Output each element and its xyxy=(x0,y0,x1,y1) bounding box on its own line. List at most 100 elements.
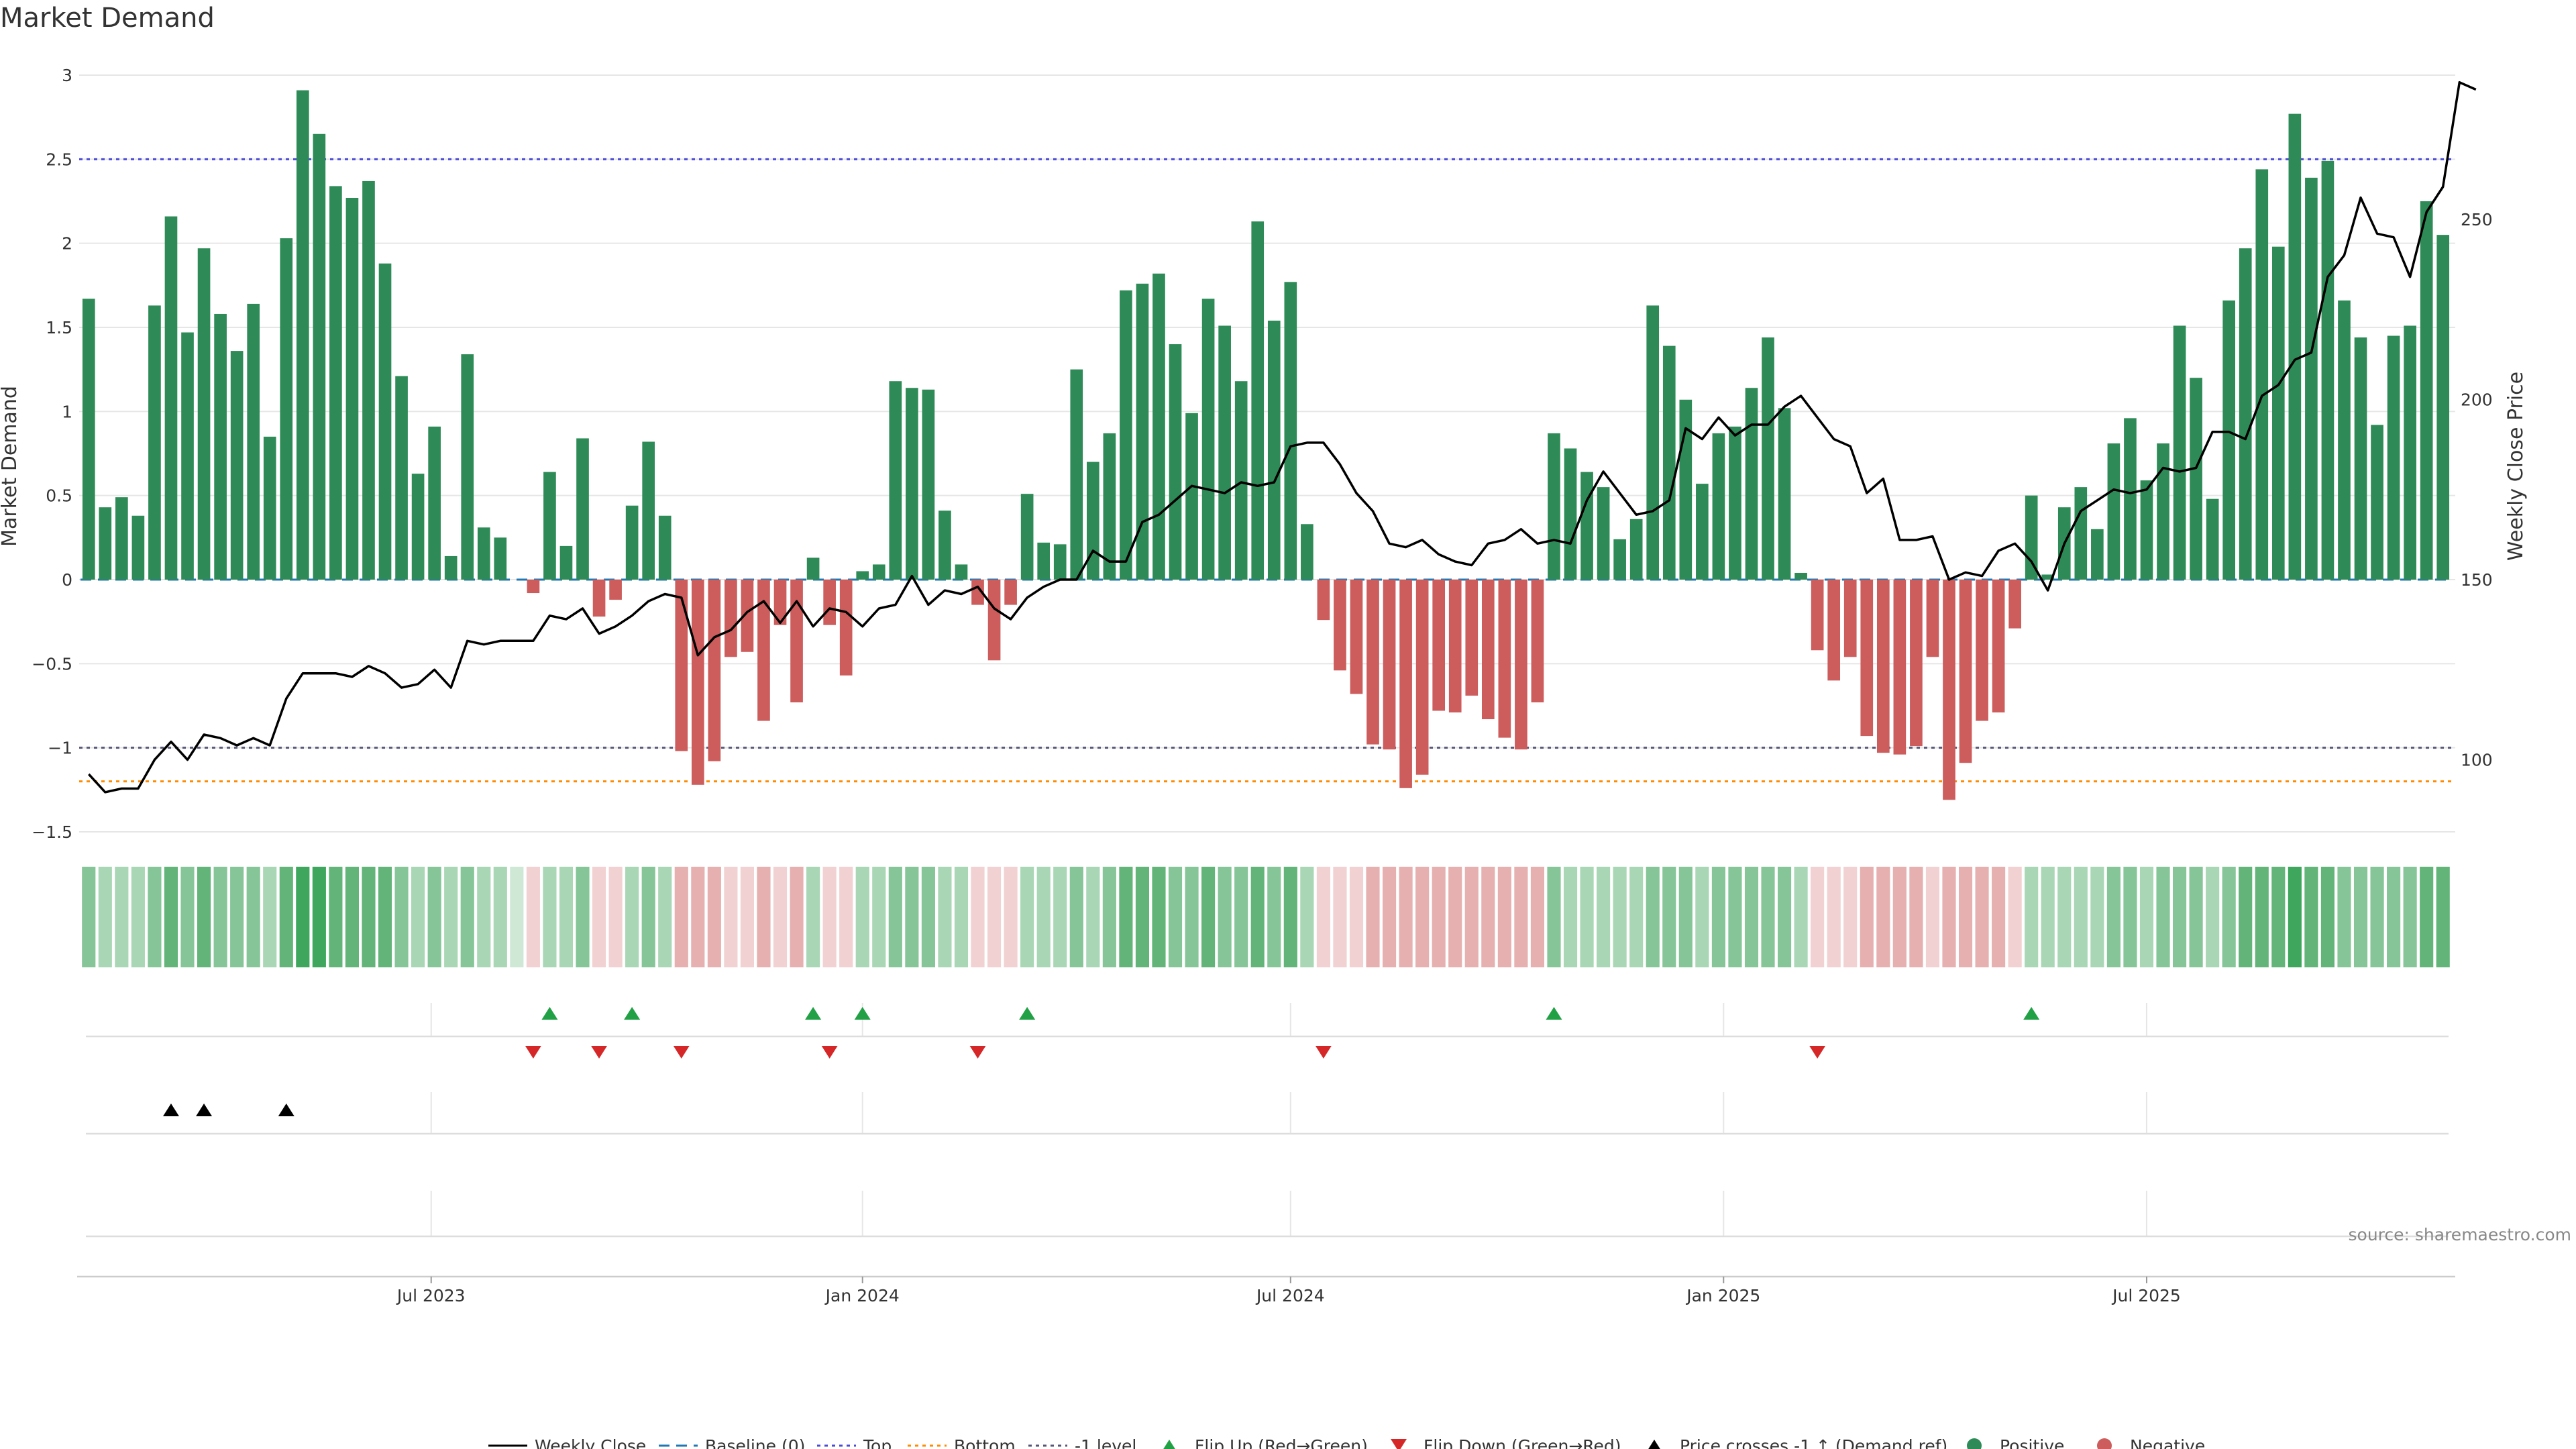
demand-bar xyxy=(181,332,194,580)
heat-strip-cell xyxy=(2123,867,2137,967)
heat-strip-cell xyxy=(1728,867,1742,967)
demand-bar xyxy=(1267,320,1281,580)
heat-strip-cell xyxy=(362,867,376,967)
demand-bar xyxy=(1729,426,1741,580)
legend-flip-up-label: Flip Up (Red→Green) xyxy=(1195,1436,1368,1449)
demand-bar xyxy=(609,580,622,600)
demand-bar xyxy=(922,389,935,580)
chart-title: Market Demand xyxy=(0,3,215,34)
demand-bar xyxy=(1120,290,1132,580)
demand-bar xyxy=(2271,246,2285,580)
heat-strip-cell xyxy=(592,867,606,967)
heat-strip-cell xyxy=(839,867,853,967)
demand-bar xyxy=(1910,580,1923,747)
heat-strip-cell xyxy=(1349,867,1364,967)
demand-bar xyxy=(2255,169,2269,580)
heat-strip-cell xyxy=(263,867,277,967)
heat-strip-cell xyxy=(1662,867,1676,967)
heat-strip-cell xyxy=(1366,867,1380,967)
demand-bar xyxy=(1712,433,1725,580)
legend-minus-one-label: -1 level xyxy=(1075,1436,1136,1449)
y-tick-label: 1 xyxy=(62,402,72,421)
weekly-close-line xyxy=(88,80,2477,794)
heat-strip-cell xyxy=(1876,867,1890,967)
demand-bar xyxy=(378,263,392,580)
heat-strip-cell xyxy=(1514,867,1528,967)
demand-bar xyxy=(148,305,161,580)
price-series xyxy=(88,80,2477,794)
heat-strip-cell xyxy=(1300,867,1314,967)
heat-strip-cell xyxy=(1234,867,1248,967)
demand-bar xyxy=(938,511,951,580)
heat-strip-cell xyxy=(1892,867,1907,967)
y-tick-label: 0 xyxy=(62,570,72,590)
heat-strip-cell xyxy=(1168,867,1183,967)
demand-bar xyxy=(1811,580,1824,651)
y-tick-label: −1.5 xyxy=(32,822,72,842)
heat-strip-cell xyxy=(477,867,491,967)
demand-bar xyxy=(99,507,112,580)
demand-bar xyxy=(1004,580,1017,605)
demand-bar xyxy=(115,497,128,580)
y-tick-label: −0.5 xyxy=(32,654,72,674)
x-tick-label: Jan 2025 xyxy=(1685,1286,1760,1305)
legend-baseline-label: Baseline (0) xyxy=(705,1436,805,1449)
reference-lines xyxy=(79,158,2455,783)
heat-strip-cell xyxy=(1432,867,1446,967)
heat-strip-cell xyxy=(1711,867,1725,967)
heat-strip-cell xyxy=(279,867,293,967)
demand-bar xyxy=(1251,221,1265,580)
heat-strip-cell xyxy=(1580,867,1594,967)
demand-bar xyxy=(1548,433,1560,580)
heat-strip-cell xyxy=(543,867,557,967)
heat-strip-cell xyxy=(2222,867,2236,967)
demand-bar xyxy=(1564,448,1577,580)
heat-strip-cell xyxy=(2271,867,2286,967)
heat-strip-cell xyxy=(1843,867,1858,967)
demand-bar xyxy=(2140,480,2153,580)
demand-bar xyxy=(494,537,507,580)
demand-bar xyxy=(1876,580,1890,753)
demand-bar xyxy=(477,527,490,580)
heat-strip-cell xyxy=(1678,867,1693,967)
heat-strip-cell xyxy=(329,867,343,967)
heat-strip-cell xyxy=(773,867,788,967)
demand-bar xyxy=(543,472,556,580)
demand-bar xyxy=(2041,574,2055,580)
y-tick-label: −1 xyxy=(48,739,72,758)
heat-strip-cell xyxy=(526,867,540,967)
heat-strip-cell xyxy=(1646,867,1660,967)
y2-axis-label: Weekly Close Price xyxy=(2504,372,2528,561)
y-tick-label: 3 xyxy=(62,66,72,85)
heat-strip-cell xyxy=(180,867,195,967)
heat-strip-cell xyxy=(658,867,672,967)
demand-bar xyxy=(1613,539,1626,580)
demand-bar xyxy=(2173,325,2186,580)
heat-strip-cell xyxy=(2041,867,2055,967)
heat-strip-cell xyxy=(460,867,474,967)
heat-strip-cell xyxy=(213,867,227,967)
heat-strip-cell xyxy=(2008,867,2022,967)
heat-strip-cell xyxy=(1695,867,1709,967)
price-cross-marker xyxy=(278,1104,294,1116)
demand-bar xyxy=(296,90,309,580)
demand-bar xyxy=(131,515,145,580)
demand-bar xyxy=(2387,335,2400,580)
heat-strip-cell xyxy=(740,867,754,967)
flip-up-marker xyxy=(541,1007,558,1020)
demand-bar xyxy=(1498,580,1511,738)
heat-strip-cell xyxy=(1597,867,1611,967)
heat-strip-cell xyxy=(1481,867,1495,967)
demand-bar xyxy=(806,557,820,580)
heat-strip-cell xyxy=(674,867,688,967)
demand-bar xyxy=(2157,443,2169,580)
demand-bar xyxy=(2436,235,2450,580)
demand-bar xyxy=(741,580,754,652)
heat-strip-cell xyxy=(987,867,1002,967)
heat-strip-cell xyxy=(296,867,310,967)
legend-negative-swatch xyxy=(2097,1438,2112,1449)
x-tick-label: Jan 2024 xyxy=(824,1286,900,1305)
demand-bar xyxy=(2239,248,2252,580)
flip-up-marker xyxy=(1019,1007,1036,1020)
heat-strip-cell xyxy=(1925,867,1939,967)
